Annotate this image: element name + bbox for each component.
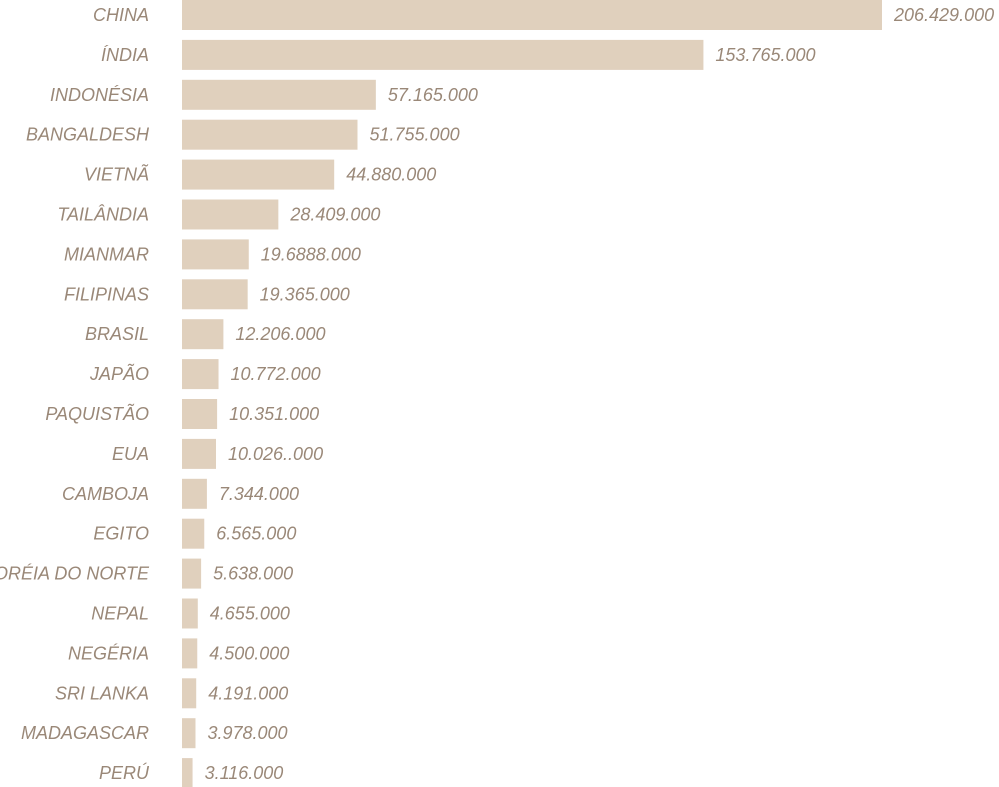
bar-11 — [182, 438, 216, 469]
category-label: ÍNDIA — [101, 45, 149, 65]
bar-8 — [182, 319, 224, 350]
bar-6 — [182, 239, 249, 270]
value-labels: 206.429.000 153.765.000 57.165.000 51.755.0… — [205, 5, 995, 783]
bar-15 — [182, 598, 198, 629]
category-label: INDONÉSIA — [50, 85, 149, 105]
category-label: PERÚ — [99, 762, 150, 783]
category-label: JAPÃO — [89, 363, 149, 384]
category-label: CORÉIA DO NORTE — [0, 564, 150, 584]
bar-9 — [182, 359, 219, 390]
value-label: 206.429.000 — [893, 5, 994, 25]
bar-17 — [182, 678, 197, 709]
value-label: 10.026..000 — [228, 444, 323, 464]
value-label: 10.772.000 — [231, 364, 321, 384]
value-label: 4.191.000 — [208, 683, 288, 703]
value-label: 6.565.000 — [216, 524, 296, 544]
value-label: 3.116.000 — [205, 763, 284, 783]
category-label: NEGÉRIA — [68, 643, 149, 663]
value-label: 4.500.000 — [209, 643, 289, 663]
bar-2 — [182, 79, 376, 110]
value-label: 153.765.000 — [715, 45, 815, 65]
category-label: SRI LANKA — [55, 683, 149, 703]
category-label: TAILÂNDIA — [57, 205, 149, 225]
value-label: 19.365.000 — [260, 284, 350, 304]
bar-14 — [182, 558, 202, 589]
category-label: NEPAL — [91, 604, 149, 624]
value-label: 51.755.000 — [370, 125, 460, 145]
category-label: BANGALDESH — [26, 125, 150, 145]
bar-10 — [182, 399, 218, 429]
bar-13 — [182, 518, 205, 549]
value-label: 57.165.000 — [388, 85, 478, 105]
value-label: 28.409.000 — [289, 205, 380, 225]
bars-layer — [182, 0, 882, 787]
bar-18 — [182, 718, 196, 749]
value-label: 4.655.000 — [210, 604, 290, 624]
category-label: BRASIL — [85, 324, 149, 344]
value-label: 19.6888.000 — [261, 244, 361, 264]
value-label: 5.638.000 — [213, 564, 293, 584]
bar-1 — [182, 39, 704, 70]
bar-0 — [182, 0, 882, 30]
category-label: CHINA — [93, 5, 149, 25]
category-label: VIETNÃ — [84, 164, 149, 185]
bar-19 — [182, 758, 193, 787]
value-label: 10.351.000 — [229, 404, 319, 424]
category-label: MIANMAR — [64, 244, 149, 264]
value-label: 12.206.000 — [235, 324, 325, 344]
value-label: 44.880.000 — [346, 165, 436, 185]
bar-12 — [182, 478, 207, 509]
bar-3 — [182, 119, 358, 150]
category-label: EUA — [112, 444, 149, 464]
value-label: 3.978.000 — [207, 723, 287, 743]
category-label: PAQUISTÃO — [45, 403, 149, 424]
bar-16 — [182, 638, 198, 669]
category-label: EGITO — [93, 524, 149, 544]
category-label: FILIPINAS — [64, 284, 149, 304]
category-labels: CHINA ÍNDIA INDONÉSIA BANGALDESH VIETNÃ TAILÂ… — [0, 5, 150, 783]
category-label: CAMBOJA — [62, 484, 149, 504]
category-label: MADAGASCAR — [21, 723, 149, 743]
value-label: 7.344.000 — [219, 484, 299, 504]
bar-4 — [182, 159, 335, 190]
bar-5 — [182, 199, 279, 230]
bar-7 — [182, 279, 248, 310]
